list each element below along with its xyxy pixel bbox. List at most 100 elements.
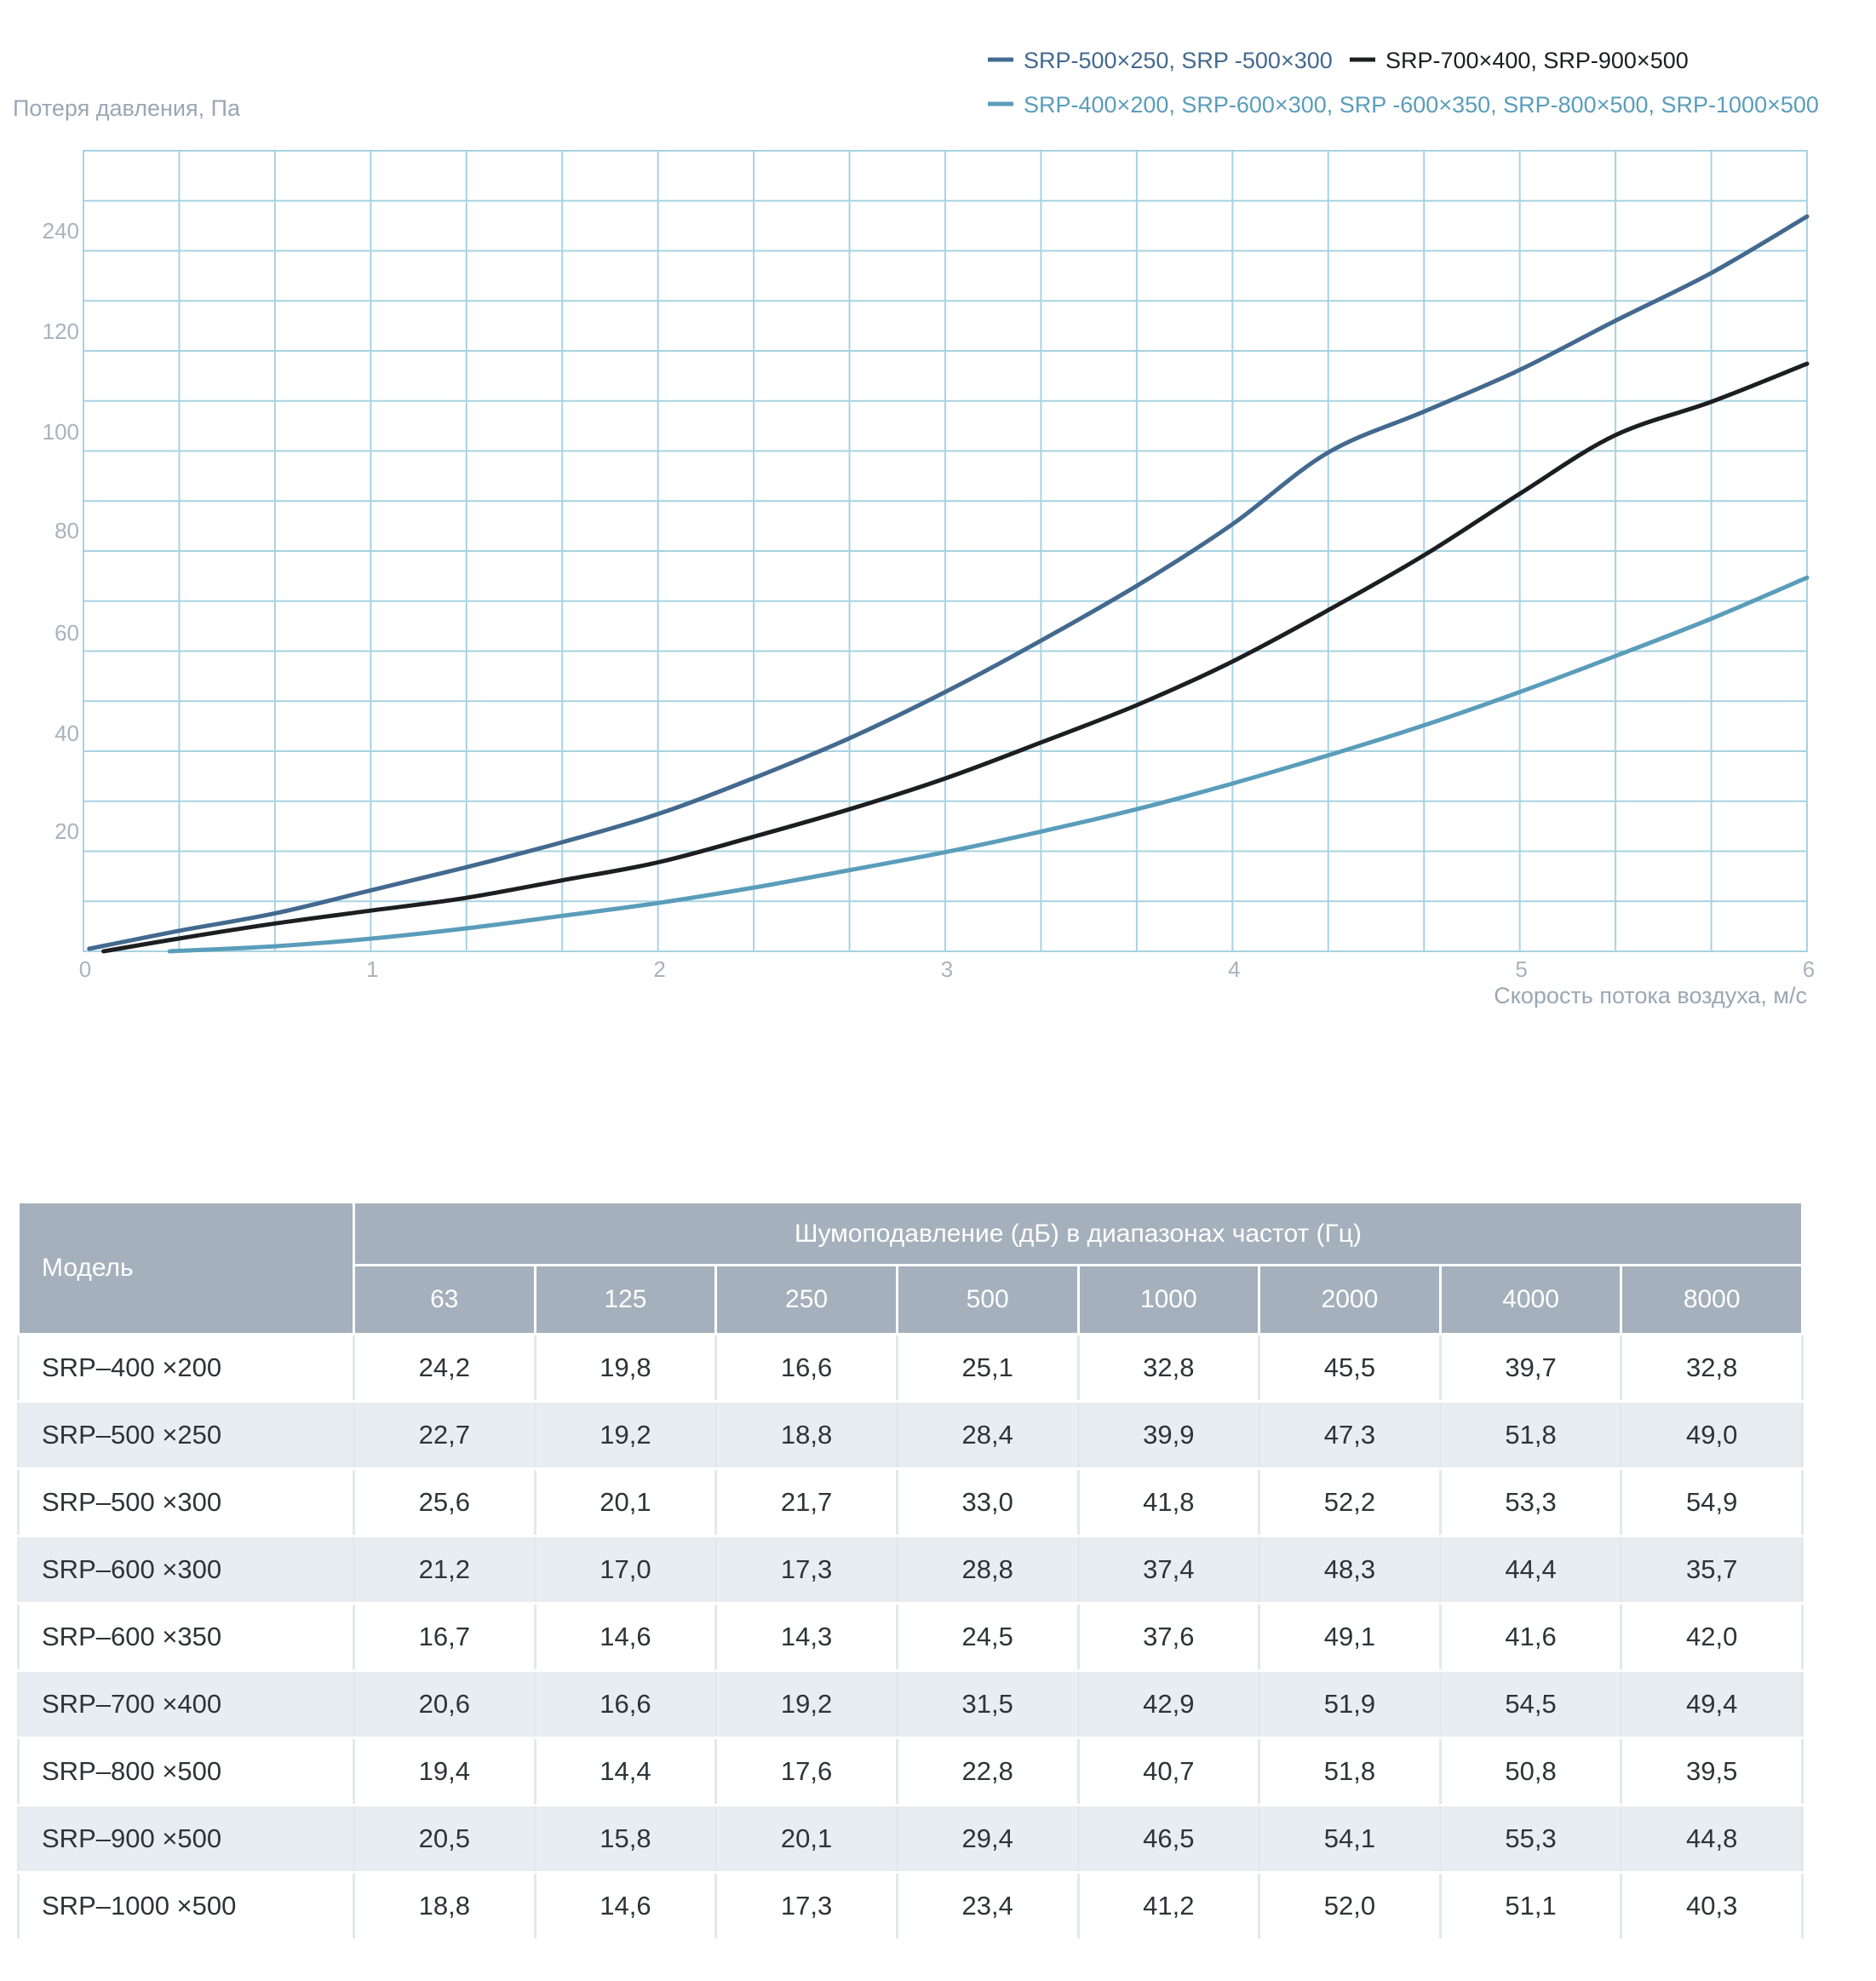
value-cell: 21,7 <box>714 1467 898 1537</box>
value-cell: 41,2 <box>1076 1871 1261 1941</box>
value-cell: 17,6 <box>714 1737 898 1806</box>
value-cell: 20,6 <box>353 1669 536 1739</box>
model-cell: SRP–1000 ×500 <box>17 1871 355 1941</box>
value-cell: 16,7 <box>353 1602 536 1672</box>
x-tick-label: 2 <box>653 956 665 982</box>
value-cell: 54,1 <box>1258 1804 1442 1874</box>
x-tick-label: 1 <box>366 956 378 982</box>
value-cell: 41,6 <box>1438 1602 1623 1672</box>
chart-grid <box>83 150 1808 952</box>
value-cell: 49,1 <box>1258 1602 1442 1672</box>
noise-reduction-table: Модель Шумоподавление (дБ) в диапазонах … <box>17 1201 1804 1941</box>
series-line-2 <box>101 361 1810 954</box>
value-cell: 19,4 <box>353 1737 536 1806</box>
series-line-3 <box>167 575 1810 954</box>
value-cell: 49,0 <box>1620 1400 1804 1470</box>
noise-reduction-group-header: Шумоподавление (дБ) в диапазонах частот … <box>353 1201 1804 1266</box>
model-cell: SRP–800 ×500 <box>17 1737 355 1806</box>
value-cell: 46,5 <box>1076 1804 1261 1874</box>
model-cell: SRP–900 ×500 <box>17 1804 355 1874</box>
x-tick-label: 5 <box>1515 956 1527 982</box>
frequency-header: 8000 <box>1620 1264 1804 1335</box>
value-cell: 55,3 <box>1438 1804 1623 1874</box>
frequency-header: 1000 <box>1076 1264 1261 1335</box>
value-cell: 22,7 <box>353 1400 536 1470</box>
value-cell: 52,0 <box>1258 1871 1442 1941</box>
value-cell: 49,4 <box>1620 1669 1804 1739</box>
value-cell: 14,4 <box>533 1737 718 1806</box>
frequency-header: 4000 <box>1438 1264 1623 1335</box>
value-cell: 39,7 <box>1438 1333 1623 1403</box>
legend-label: SRP-500×250, SRP -500×300 <box>1024 48 1333 73</box>
value-cell: 17,0 <box>533 1535 718 1605</box>
model-cell: SRP–500 ×300 <box>17 1467 355 1537</box>
x-tick-label: 6 <box>1803 956 1815 982</box>
value-cell: 53,3 <box>1438 1467 1623 1537</box>
axis-ticks: 0 1 2 3 4 5 6 20 40 60 80 100 120 240 <box>43 218 1816 982</box>
table-row: SRP–500 ×250 22,7 19,2 18,8 28,4 39,9 47,3 51,8… <box>17 1400 1804 1470</box>
frequency-header: 250 <box>714 1264 898 1335</box>
value-cell: 54,9 <box>1620 1467 1804 1537</box>
value-cell: 14,6 <box>533 1602 718 1672</box>
series-line-1 <box>87 214 1810 951</box>
value-cell: 20,5 <box>353 1804 536 1874</box>
value-cell: 18,8 <box>353 1871 536 1941</box>
value-cell: 14,3 <box>714 1602 898 1672</box>
value-cell: 44,8 <box>1620 1804 1804 1874</box>
model-cell: SRP–600 ×300 <box>17 1535 355 1605</box>
model-column-header: Модель <box>17 1201 355 1335</box>
value-cell: 51,8 <box>1258 1737 1442 1806</box>
value-cell: 51,8 <box>1438 1400 1623 1470</box>
value-cell: 45,5 <box>1258 1333 1442 1403</box>
pressure-loss-chart: SRP-500×250, SRP -500×300 SRP-700×400, SR… <box>13 48 1819 1008</box>
legend-label: SRP-400×200, SRP-600×300, SRP -600×350, … <box>1024 92 1819 118</box>
value-cell: 48,3 <box>1258 1535 1442 1605</box>
value-cell: 14,6 <box>533 1871 718 1941</box>
chart-series <box>87 214 1810 954</box>
value-cell: 44,4 <box>1438 1535 1623 1605</box>
value-cell: 32,8 <box>1620 1333 1804 1403</box>
value-cell: 32,8 <box>1076 1333 1261 1403</box>
value-cell: 24,5 <box>895 1602 1080 1672</box>
table-row: SRP–1000 ×500 18,8 14,6 17,3 23,4 41,2 52,0 51,… <box>17 1871 1804 1941</box>
table-row: SRP–800 ×500 19,4 14,4 17,6 22,8 40,7 51,8 50,8… <box>17 1737 1804 1806</box>
y-tick-label: 60 <box>55 620 79 646</box>
value-cell: 52,2 <box>1258 1467 1442 1537</box>
value-cell: 19,2 <box>533 1400 718 1470</box>
value-cell: 17,3 <box>714 1871 898 1941</box>
value-cell: 18,8 <box>714 1400 898 1470</box>
y-tick-label: 100 <box>43 419 79 445</box>
value-cell: 37,4 <box>1076 1535 1261 1605</box>
value-cell: 20,1 <box>533 1467 718 1537</box>
value-cell: 20,1 <box>714 1804 898 1874</box>
value-cell: 50,8 <box>1438 1737 1623 1806</box>
value-cell: 24,2 <box>353 1333 536 1403</box>
table-row: SRP–400 ×200 24,2 19,8 16,6 25,1 32,8 45,5 39,7… <box>17 1333 1804 1403</box>
x-axis-title: Скорость потока воздуха, м/с <box>1494 983 1807 1008</box>
table-row: SRP–600 ×350 16,7 14,6 14,3 24,5 37,6 49,1 41,6… <box>17 1602 1804 1672</box>
value-cell: 40,7 <box>1076 1737 1261 1806</box>
frequency-header: 63 <box>353 1264 536 1335</box>
value-cell: 35,7 <box>1620 1535 1804 1605</box>
table-row: SRP–600 ×300 21,2 17,0 17,3 28,8 37,4 48,3 44,4… <box>17 1535 1804 1605</box>
value-cell: 42,0 <box>1620 1602 1804 1672</box>
value-cell: 51,9 <box>1258 1669 1442 1739</box>
value-cell: 17,3 <box>714 1535 898 1605</box>
value-cell: 28,8 <box>895 1535 1080 1605</box>
value-cell: 33,0 <box>895 1467 1080 1537</box>
value-cell: 22,8 <box>895 1737 1080 1806</box>
value-cell: 41,8 <box>1076 1467 1261 1537</box>
y-tick-label: 20 <box>55 818 79 844</box>
y-tick-label: 120 <box>43 319 79 344</box>
value-cell: 21,2 <box>353 1535 536 1605</box>
value-cell: 39,9 <box>1076 1400 1261 1470</box>
table-row: SRP–900 ×500 20,5 15,8 20,1 29,4 46,5 54,1 55,3… <box>17 1804 1804 1874</box>
x-tick-label: 4 <box>1228 956 1240 982</box>
value-cell: 40,3 <box>1620 1871 1804 1941</box>
value-cell: 31,5 <box>895 1669 1080 1739</box>
value-cell: 19,2 <box>714 1669 898 1739</box>
value-cell: 39,5 <box>1620 1737 1804 1806</box>
value-cell: 37,6 <box>1076 1602 1261 1672</box>
model-cell: SRP–500 ×250 <box>17 1400 355 1470</box>
value-cell: 25,6 <box>353 1467 536 1537</box>
